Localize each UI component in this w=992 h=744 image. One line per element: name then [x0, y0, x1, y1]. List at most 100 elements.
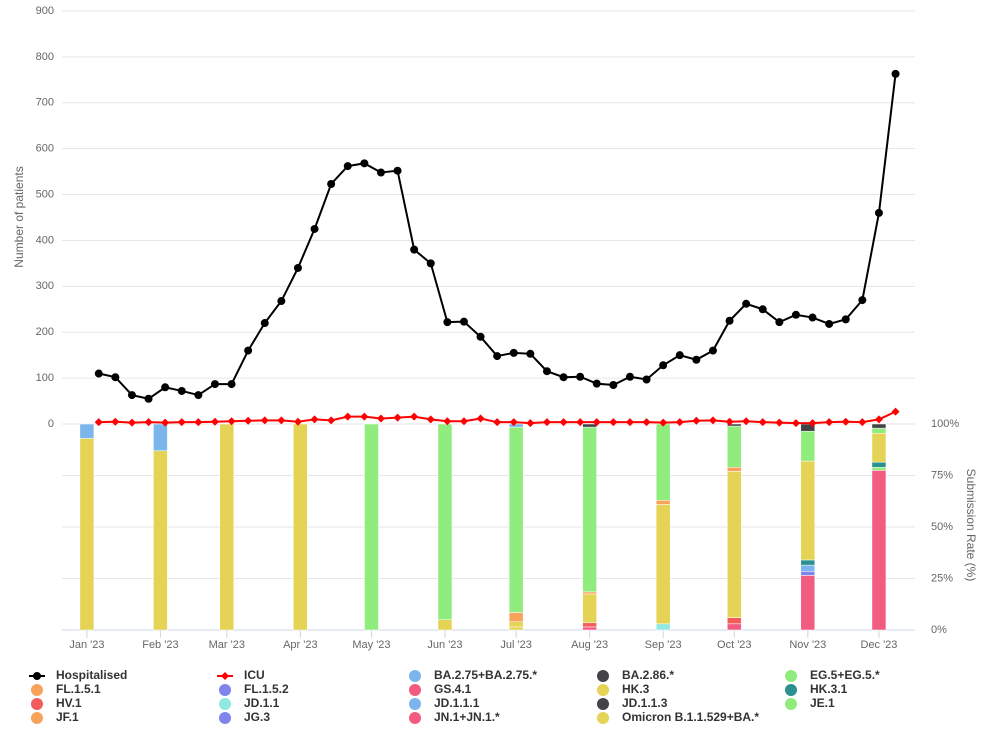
- x-tick-label: Dec '23: [860, 639, 897, 651]
- legend-marker: [409, 684, 421, 696]
- x-tick-label: May '23: [352, 639, 390, 651]
- marker: [177, 418, 186, 427]
- legend-item[interactable]: GS.4.1: [409, 682, 472, 696]
- legend-label: ICU: [244, 668, 265, 682]
- marker: [526, 419, 535, 428]
- marker: [244, 346, 253, 355]
- bar-segment: [364, 423, 379, 631]
- legend-item[interactable]: BA.2.75+BA.2.75.*: [409, 668, 537, 682]
- legend-item[interactable]: JD.1.1.1: [409, 696, 480, 710]
- y-axis-title: Number of patients: [12, 166, 26, 267]
- marker: [675, 351, 684, 360]
- y-tick-label: 100: [36, 372, 54, 384]
- marker: [825, 418, 834, 427]
- marker: [493, 352, 502, 361]
- legend-marker: [785, 698, 797, 710]
- marker: [277, 416, 286, 425]
- legend-label: FL.1.5.1: [56, 682, 101, 696]
- legend-item[interactable]: Hospitalised: [29, 668, 127, 682]
- legend-item[interactable]: HK.3: [597, 682, 650, 696]
- legend-label: JD.1.1: [244, 696, 280, 710]
- marker: [858, 418, 867, 427]
- marker: [692, 355, 701, 364]
- bar-segment: [871, 433, 887, 463]
- marker: [758, 305, 767, 314]
- legend-marker: [31, 698, 43, 710]
- bar-segment: [508, 621, 524, 628]
- bar-segment: [871, 467, 887, 471]
- legend-item[interactable]: ICU: [217, 668, 265, 682]
- bar-segment: [727, 617, 742, 625]
- marker: [625, 418, 634, 427]
- marker: [277, 297, 286, 306]
- marker: [111, 373, 120, 382]
- marker: [459, 317, 468, 326]
- marker: [327, 180, 336, 189]
- marker: [127, 418, 136, 427]
- bar-segment: [508, 612, 524, 623]
- bar-segment: [871, 427, 887, 434]
- marker: [177, 386, 186, 395]
- marker: [659, 361, 668, 370]
- marker: [874, 415, 883, 424]
- bar-segment: [582, 591, 597, 595]
- legend-item[interactable]: Omicron B.1.1.529+BA.*: [597, 710, 759, 724]
- legend-marker: [597, 712, 609, 724]
- bar-segment: [508, 426, 524, 613]
- marker: [642, 375, 651, 384]
- legend-item[interactable]: BA.2.86.*: [597, 668, 674, 682]
- marker: [327, 416, 336, 425]
- legend-label: JD.1.1.3: [622, 696, 668, 710]
- marker: [692, 416, 701, 425]
- legend-item[interactable]: JN.1+JN.1.*: [409, 710, 500, 724]
- marker: [194, 391, 203, 400]
- legend-item[interactable]: FL.1.5.1: [31, 682, 101, 696]
- marker: [194, 418, 203, 427]
- marker: [891, 69, 900, 78]
- marker: [127, 391, 136, 400]
- marker: [476, 332, 485, 341]
- marker: [642, 418, 651, 427]
- marker: [559, 418, 568, 427]
- legend-item[interactable]: EG.5+EG.5.*: [785, 668, 880, 682]
- marker: [609, 418, 618, 427]
- bar-segment: [800, 430, 816, 462]
- marker: [227, 417, 236, 426]
- bar-segment: [727, 471, 742, 618]
- bar-segment: [153, 450, 168, 631]
- marker: [742, 299, 751, 308]
- x-tick-label: Sep '23: [645, 639, 682, 651]
- y-tick-label: 300: [36, 280, 54, 292]
- marker: [708, 346, 717, 355]
- marker: [293, 263, 302, 272]
- marker: [874, 208, 883, 217]
- legend-item[interactable]: FL.1.5.2: [219, 682, 289, 696]
- marker: [791, 419, 800, 428]
- marker: [443, 318, 452, 327]
- legend-item[interactable]: JD.1.1.3: [597, 696, 668, 710]
- legend-item[interactable]: JD.1.1: [219, 696, 280, 710]
- bar-segment: [508, 423, 524, 428]
- marker: [542, 367, 551, 376]
- legend-item[interactable]: HV.1: [31, 696, 82, 710]
- bar-segment: [727, 467, 742, 472]
- x-tick-label: Mar '23: [209, 639, 245, 651]
- marker: [559, 373, 568, 382]
- y2-tick-label: 75%: [931, 469, 953, 481]
- legend-label: JN.1+JN.1.*: [434, 710, 500, 724]
- marker: [293, 417, 302, 426]
- y-tick-label: 400: [36, 234, 54, 246]
- y2-tick-label: 0%: [931, 624, 947, 636]
- marker: [443, 417, 452, 426]
- legend-item[interactable]: JF.1: [31, 710, 79, 724]
- y-tick-label: 900: [36, 5, 54, 17]
- legend-item[interactable]: HK.3.1: [785, 682, 848, 696]
- bar-segment: [153, 423, 168, 452]
- legend-label: HK.3: [622, 682, 650, 696]
- marker: [841, 417, 850, 426]
- legend-item[interactable]: JG.3: [219, 710, 270, 724]
- legend-item[interactable]: JE.1: [785, 696, 835, 710]
- bar-segment: [219, 423, 235, 631]
- x-tick-label: Oct '23: [717, 639, 752, 651]
